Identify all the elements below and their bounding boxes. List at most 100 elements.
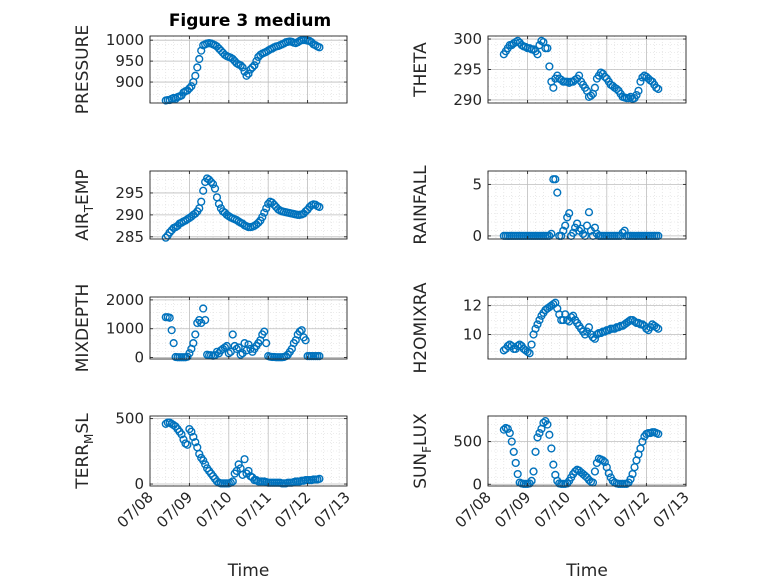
data-point: [529, 467, 538, 476]
data-point: [582, 221, 592, 230]
data-point: [197, 197, 206, 206]
x-tick-label: 07/09: [491, 488, 534, 531]
axes-box: [149, 35, 348, 104]
y-axis-label-suffix: EMP: [73, 169, 93, 205]
data-point: [183, 440, 192, 449]
data-point: [545, 62, 554, 71]
subplot-air_temp: 285 290 295 AIRTEMP: [73, 169, 348, 246]
subplot-theta: 290 295 300 THETA: [411, 30, 687, 109]
data-point: [220, 343, 229, 352]
y-axis-label-main: MIXDEPTH: [73, 284, 93, 373]
data-point: [654, 324, 663, 333]
y-tick-label: 0: [134, 475, 144, 493]
data-point: [561, 221, 570, 230]
figure-title: Figure 3 medium: [168, 11, 332, 31]
data-point: [584, 208, 594, 217]
data-point: [177, 430, 186, 439]
data-point: [654, 84, 663, 94]
data-point: [499, 425, 508, 434]
data-point: [590, 334, 600, 343]
data-point: [193, 63, 202, 72]
data-point: [525, 349, 534, 358]
x-tick-label: 07/13: [650, 488, 693, 531]
y-tick-label: 900: [115, 73, 144, 91]
data-point: [228, 330, 237, 339]
y-tick-label: 950: [115, 52, 144, 70]
y-tick-label: 285: [115, 228, 144, 246]
y-tick-label: 0: [134, 349, 144, 367]
data-point: [549, 83, 558, 92]
data-point: [252, 57, 261, 66]
x-tick-label: 07/08: [114, 488, 157, 531]
data-point: [169, 339, 178, 348]
x-tick-label: 07/12: [271, 488, 314, 531]
y-tick-label: 290: [115, 206, 144, 224]
data-point: [208, 180, 218, 189]
data-point: [240, 339, 249, 348]
y-axis-label-suffix: LUX: [411, 413, 431, 446]
data-point: [238, 63, 247, 72]
data-point: [232, 344, 241, 354]
data-point: [584, 323, 594, 332]
data-point: [297, 326, 306, 335]
data-point: [527, 476, 536, 485]
x-tick-label: 07/10: [531, 488, 574, 531]
data-point: [569, 311, 578, 320]
axes-box: [149, 415, 348, 487]
data-point: [195, 449, 204, 459]
data-point: [167, 326, 176, 335]
data-point: [604, 469, 613, 478]
data-point: [543, 420, 552, 429]
axes-box: [149, 296, 348, 360]
y-tick-label: 1000: [106, 320, 144, 338]
axes-box: [487, 170, 687, 240]
data-point: [503, 424, 512, 433]
data-point: [189, 432, 198, 442]
data-point: [212, 193, 222, 202]
data-point: [624, 317, 633, 326]
data-point: [626, 475, 635, 484]
x-axis-label: Time: [227, 561, 270, 581]
data-point: [199, 456, 208, 465]
data-point: [598, 456, 607, 465]
data-point: [244, 340, 253, 349]
data-point: [206, 177, 216, 187]
y-axis-label-subscript: F: [420, 446, 434, 453]
data-point: [201, 315, 210, 325]
data-point: [507, 437, 516, 446]
data-point: [559, 226, 568, 235]
data-point: [551, 175, 560, 184]
y-axis-label-main: TERR: [73, 444, 93, 490]
data-point: [201, 460, 210, 469]
data-point: [315, 43, 324, 52]
y-axis-label-suffix: SL: [73, 413, 93, 434]
data-point: [553, 188, 562, 197]
y-tick-label: 500: [115, 410, 144, 428]
data-point: [222, 341, 231, 351]
y-axis-label: THETA: [411, 42, 431, 98]
x-tick-label: 07/12: [610, 488, 653, 531]
data-point: [238, 470, 247, 479]
data-point: [630, 463, 639, 472]
data-point: [535, 315, 544, 325]
y-axis-label: PRESSURE: [73, 25, 93, 114]
data-point: [254, 218, 263, 227]
data-point: [262, 339, 271, 348]
data-point: [654, 429, 663, 439]
x-axis-label: Time: [565, 561, 608, 581]
data-point: [638, 437, 647, 446]
data-point: [527, 340, 536, 349]
axes-box: [149, 170, 348, 240]
x-tick-label: 07/09: [153, 488, 196, 531]
data-point: [565, 209, 574, 218]
data-point: [563, 213, 572, 222]
data-point: [642, 324, 651, 333]
y-tick-label: 5: [472, 175, 482, 193]
x-tick-label: 07/11: [232, 488, 275, 531]
y-axis-label: AIRTEMP: [73, 169, 96, 240]
y-tick-label: 0: [472, 227, 482, 245]
y-axis-label-main: AIR: [73, 212, 93, 241]
y-axis-label-main: H2OMIXRA: [411, 282, 431, 373]
data-point: [240, 455, 249, 464]
